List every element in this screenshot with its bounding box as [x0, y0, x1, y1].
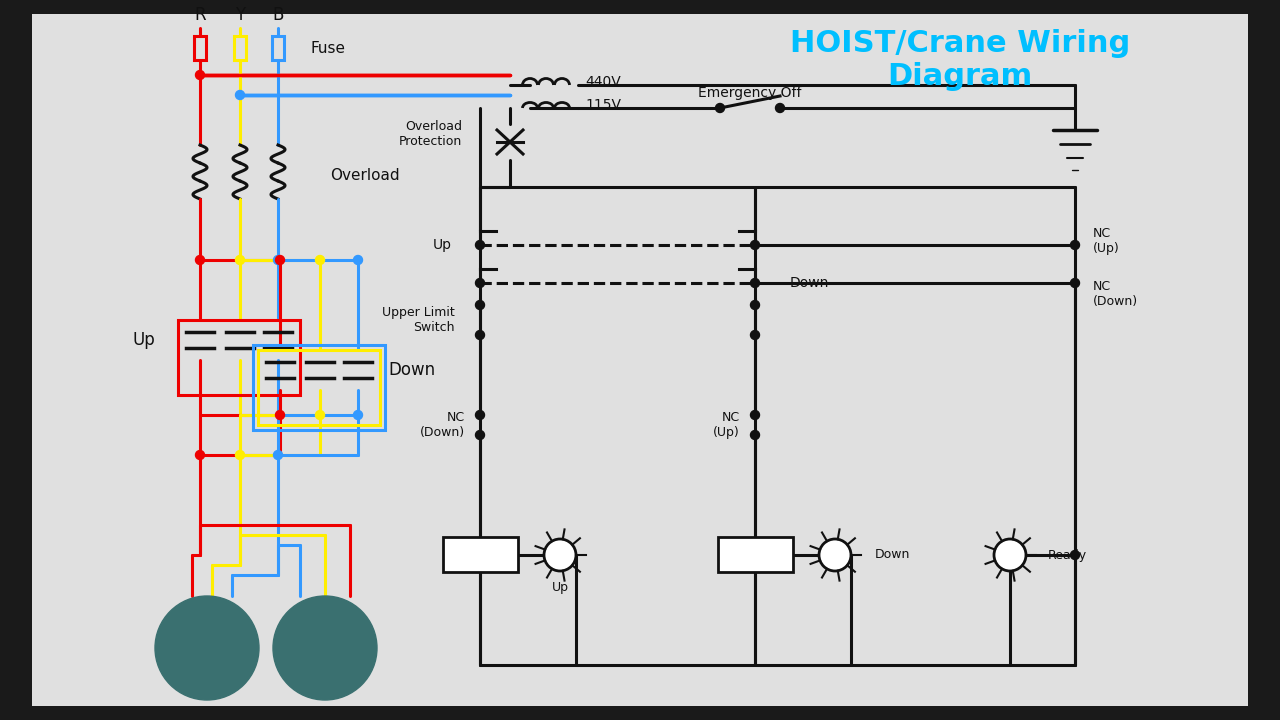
Text: Emergency Off: Emergency Off [699, 86, 801, 100]
Circle shape [750, 240, 759, 250]
Circle shape [776, 104, 785, 112]
Circle shape [819, 539, 851, 571]
Circle shape [353, 256, 362, 264]
Bar [234, 36, 246, 60]
Circle shape [315, 410, 325, 420]
Text: Upper Limit
Switch: Upper Limit Switch [383, 306, 454, 334]
Circle shape [236, 256, 244, 264]
Text: Overload
Protection: Overload Protection [399, 120, 462, 148]
Text: Y: Y [236, 6, 244, 24]
Circle shape [750, 410, 759, 420]
Text: Up: Up [471, 548, 489, 562]
Circle shape [716, 104, 724, 112]
Circle shape [750, 300, 759, 310]
Circle shape [196, 256, 205, 264]
Circle shape [1070, 551, 1079, 559]
Circle shape [236, 451, 244, 459]
Text: R: R [195, 6, 206, 24]
Circle shape [544, 539, 576, 571]
Circle shape [275, 410, 284, 420]
Text: Ready: Ready [1048, 549, 1087, 562]
Circle shape [275, 256, 284, 264]
Circle shape [236, 91, 244, 99]
Text: Overload: Overload [330, 168, 399, 182]
Circle shape [475, 410, 485, 420]
Circle shape [353, 410, 362, 420]
Text: Down: Down [876, 549, 910, 562]
Text: HOIST/Crane Wiring
Diagram: HOIST/Crane Wiring Diagram [790, 29, 1130, 91]
Circle shape [196, 71, 205, 79]
Circle shape [475, 330, 485, 340]
Circle shape [196, 451, 205, 459]
Text: Down: Down [735, 548, 774, 562]
Circle shape [995, 539, 1027, 571]
Text: NC: NC [1093, 227, 1111, 240]
Text: R: R [831, 549, 840, 562]
Text: Up: Up [552, 582, 568, 595]
Circle shape [155, 596, 259, 700]
Text: Brake: Brake [296, 639, 355, 657]
Text: 440V: 440V [585, 75, 621, 89]
Bar [443, 537, 518, 572]
Text: B: B [273, 6, 284, 24]
Text: (Up): (Up) [1093, 241, 1120, 254]
Circle shape [750, 431, 759, 439]
Circle shape [475, 279, 485, 287]
Text: Down: Down [790, 276, 829, 290]
Circle shape [750, 279, 759, 287]
Text: G: G [1005, 549, 1015, 562]
Circle shape [475, 300, 485, 310]
Circle shape [315, 256, 325, 264]
Text: Up: Up [433, 238, 452, 252]
Text: Fuse: Fuse [310, 40, 346, 55]
Circle shape [1070, 279, 1079, 287]
Bar [195, 36, 206, 60]
Text: 115V: 115V [585, 98, 621, 112]
Circle shape [1070, 240, 1079, 250]
Text: Down: Down [388, 361, 435, 379]
Bar [718, 537, 794, 572]
Circle shape [750, 330, 759, 340]
Text: NC
(Up): NC (Up) [713, 411, 740, 439]
Text: (Down): (Down) [1093, 294, 1138, 307]
Text: R: R [556, 549, 564, 562]
Bar [253, 345, 385, 430]
Bar [273, 36, 284, 60]
Circle shape [475, 431, 485, 439]
Text: Up: Up [132, 331, 155, 349]
Circle shape [273, 596, 378, 700]
Circle shape [274, 451, 283, 459]
Text: Motor: Motor [177, 639, 237, 657]
Bar [259, 350, 380, 425]
Text: NC: NC [1093, 279, 1111, 292]
Text: NC
(Down): NC (Down) [420, 411, 465, 439]
Circle shape [274, 256, 283, 264]
Bar [178, 320, 300, 395]
Circle shape [475, 240, 485, 250]
